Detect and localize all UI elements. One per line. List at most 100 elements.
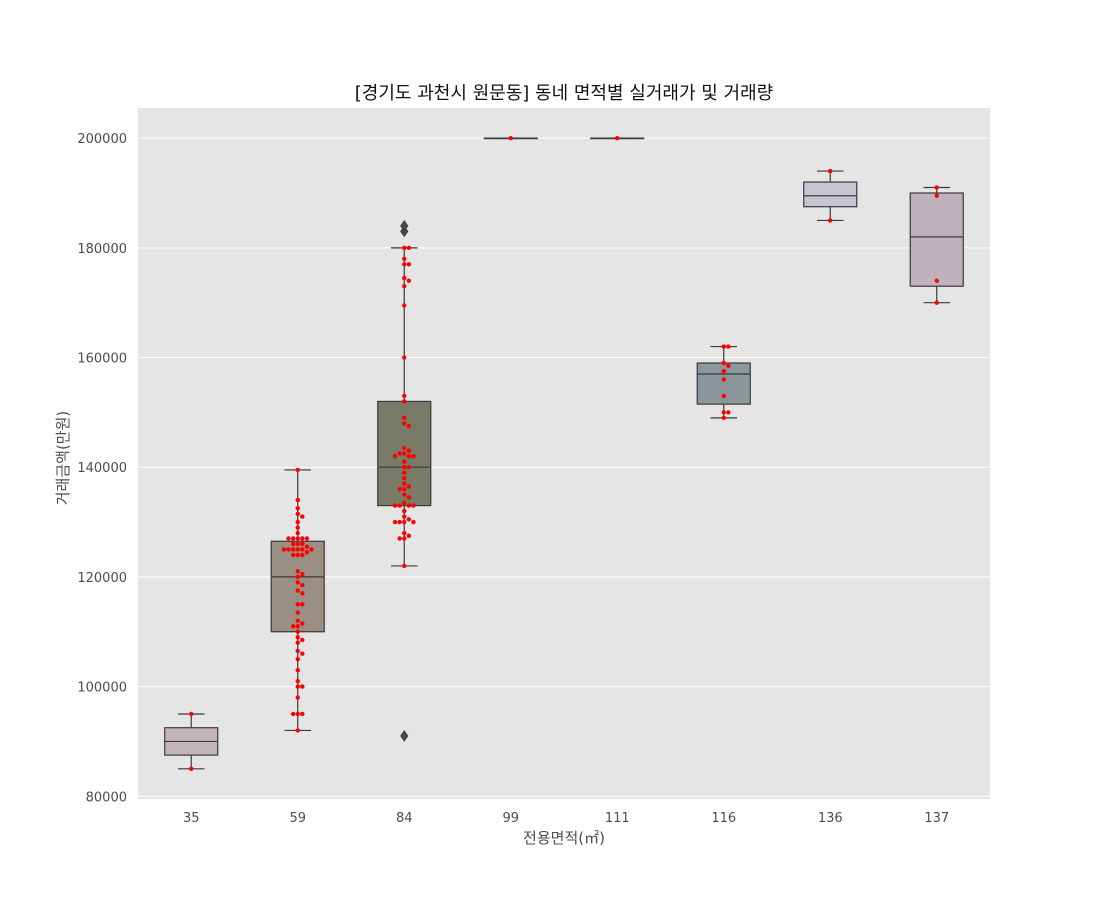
data-point — [402, 262, 407, 267]
data-point — [402, 445, 407, 451]
x-axis-ticks: 35 59 84 99 111 116 136 137 — [183, 811, 949, 826]
data-point — [402, 399, 407, 404]
y-tick-label: 160000 — [77, 352, 127, 367]
box-body — [803, 181, 858, 208]
data-point — [300, 602, 305, 607]
x-tick-label: 111 — [605, 811, 630, 826]
plot-background — [138, 108, 990, 799]
y-tick-label: 100000 — [77, 681, 127, 696]
data-point — [295, 602, 300, 607]
data-point — [295, 588, 300, 593]
data-point — [189, 766, 194, 772]
data-point — [300, 637, 305, 643]
data-point — [309, 547, 314, 552]
data-point — [300, 541, 305, 547]
data-point — [402, 519, 407, 525]
data-point — [726, 410, 731, 415]
data-point — [721, 415, 726, 421]
data-point — [828, 168, 833, 174]
data-point — [295, 656, 300, 662]
data-point — [295, 610, 300, 615]
data-point — [295, 580, 300, 585]
data-point — [402, 500, 407, 506]
y-tick-label: 120000 — [77, 571, 127, 586]
data-point — [411, 503, 416, 508]
data-point — [406, 495, 412, 500]
data-point — [295, 536, 300, 541]
data-point — [295, 711, 300, 717]
x-tick-label: 116 — [711, 811, 736, 826]
data-point — [300, 547, 305, 552]
data-point — [392, 503, 398, 508]
data-point — [721, 377, 726, 382]
data-point — [402, 459, 407, 464]
data-point — [402, 481, 407, 486]
y-tick-label: 180000 — [77, 242, 127, 257]
data-point — [406, 262, 412, 267]
data-point — [406, 503, 412, 508]
data-point — [406, 454, 412, 459]
data-point — [300, 651, 305, 656]
data-point — [402, 245, 407, 251]
data-point — [726, 363, 731, 368]
data-point — [406, 278, 412, 283]
data-point — [295, 552, 300, 558]
data-point — [402, 470, 407, 475]
data-point — [295, 511, 300, 517]
data-point — [402, 355, 407, 360]
data-point — [392, 454, 398, 459]
data-point — [402, 530, 407, 536]
data-point — [406, 517, 412, 522]
data-point — [295, 624, 300, 629]
x-tick-label: 35 — [183, 811, 200, 826]
data-point — [397, 486, 402, 492]
data-point — [295, 506, 300, 511]
data-point — [290, 711, 296, 717]
data-point — [406, 465, 412, 470]
outlier-marker — [400, 730, 409, 742]
data-point — [295, 629, 300, 634]
data-point — [402, 275, 407, 281]
x-axis-label: 전용면적(㎡) — [523, 829, 605, 847]
box-body — [909, 192, 964, 287]
data-point — [295, 618, 300, 623]
data-point — [295, 467, 300, 473]
data-point — [402, 563, 407, 569]
data-point — [295, 519, 300, 525]
data-point — [934, 185, 939, 190]
data-point — [304, 536, 310, 541]
data-point — [721, 369, 726, 374]
x-tick-label: 137 — [924, 811, 949, 826]
data-point — [295, 525, 300, 530]
data-point — [304, 550, 310, 555]
y-tick-label: 140000 — [77, 461, 127, 476]
y-tick-label: 200000 — [77, 132, 127, 147]
data-point — [286, 547, 291, 552]
data-point — [406, 448, 412, 453]
data-point — [406, 245, 412, 251]
data-point — [295, 569, 300, 574]
data-point — [721, 410, 726, 415]
data-point — [300, 711, 305, 717]
data-point — [397, 503, 402, 508]
y-axis-label: 거래금액(만원) — [54, 411, 72, 506]
box-35 — [164, 713, 219, 770]
data-point — [300, 514, 305, 519]
data-point — [295, 728, 300, 733]
data-point — [281, 547, 287, 552]
data-point — [295, 574, 300, 580]
data-point — [721, 360, 726, 366]
data-point — [402, 492, 407, 497]
data-point — [411, 454, 416, 459]
data-point — [397, 519, 402, 525]
data-point — [290, 536, 296, 541]
data-point — [402, 303, 407, 308]
data-point — [402, 508, 407, 514]
x-tick-label: 99 — [502, 811, 519, 826]
data-point — [295, 497, 300, 503]
data-point — [402, 486, 407, 492]
data-point — [300, 582, 305, 588]
data-point — [402, 465, 407, 470]
data-point — [295, 648, 300, 654]
